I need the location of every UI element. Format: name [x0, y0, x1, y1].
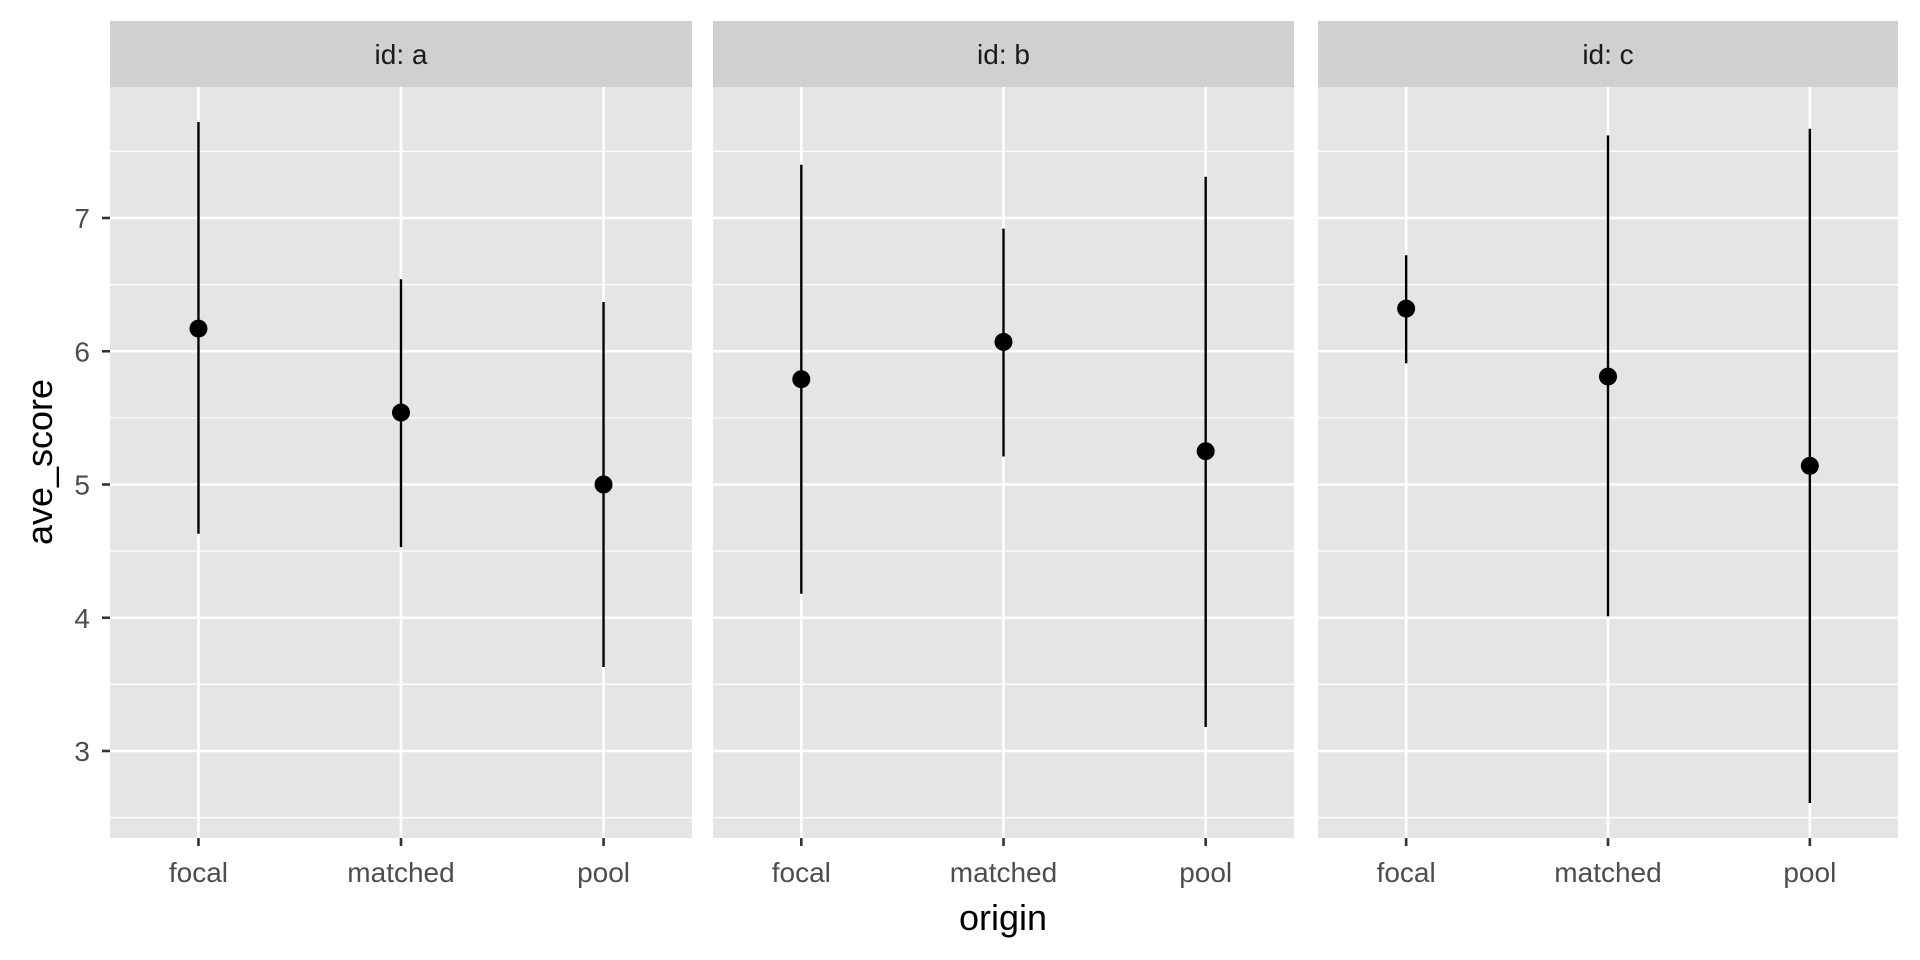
x-tick-label: pool — [1179, 857, 1232, 888]
mean-point — [594, 475, 613, 494]
mean-point — [792, 370, 811, 389]
facet-strip-label: id: a — [375, 39, 428, 70]
x-tick-label: focal — [169, 857, 228, 888]
facet-strip-label: id: b — [977, 39, 1030, 70]
x-tick-label: matched — [347, 857, 454, 888]
mean-point — [189, 319, 208, 338]
x-tick-label: focal — [1377, 857, 1436, 888]
y-tick-label: 4 — [74, 603, 90, 634]
y-tick-label: 5 — [74, 470, 90, 501]
facet-panel-idc: id: c focal matched pool — [1318, 21, 1898, 888]
facet-panel-idb: id: b focal matched pool — [713, 21, 1294, 888]
panels: id: a focal matched pool id: b focal matched po… — [110, 21, 1898, 888]
y-axis: 3 4 5 6 7 — [74, 203, 110, 767]
facet-strip — [713, 21, 1294, 87]
x-tick-label: focal — [772, 857, 831, 888]
x-tick-label: pool — [577, 857, 630, 888]
y-tick-label: 3 — [74, 736, 90, 767]
x-tick-label: matched — [950, 857, 1057, 888]
mean-point — [392, 403, 410, 422]
y-axis-title: ave_score — [19, 379, 60, 545]
mean-point — [1397, 299, 1416, 318]
y-tick-label: 6 — [74, 336, 90, 367]
mean-point — [994, 332, 1013, 351]
facet-strip-label: id: c — [1582, 39, 1633, 70]
y-tick-label: 7 — [74, 203, 90, 234]
facet-panel-ida: id: a focal matched pool — [110, 21, 692, 888]
mean-point — [1196, 442, 1215, 461]
mean-point — [1800, 456, 1819, 475]
facet-strip — [110, 21, 692, 87]
x-tick-label: pool — [1783, 857, 1836, 888]
facet-strip — [1318, 21, 1898, 87]
x-axis-title: origin — [959, 897, 1047, 938]
x-tick-label: matched — [1554, 857, 1661, 888]
mean-point — [1599, 367, 1617, 386]
